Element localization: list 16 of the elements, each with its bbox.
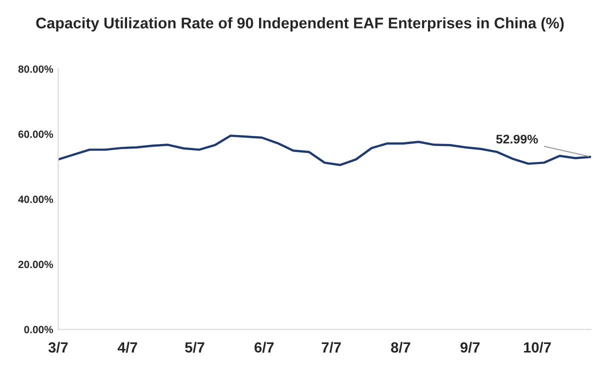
- chart-title: Capacity Utilization Rate of 90 Independent EAF Enterprises in China (%): [36, 17, 564, 32]
- x-tick-label: 6/7: [254, 342, 274, 353]
- y-tick-label: 80.00%: [18, 65, 54, 73]
- x-tick-label: 9/7: [460, 342, 480, 353]
- x-tick-label: 5/7: [185, 342, 204, 353]
- y-tick-label: 20.00%: [18, 260, 54, 268]
- x-tick-label: 3/7: [48, 342, 68, 353]
- x-tick-label: 4/7: [118, 342, 138, 353]
- y-tick-label: 0.00%: [24, 326, 54, 334]
- y-tick-label: 40.00%: [18, 196, 54, 204]
- x-tick-label: 10/7: [524, 342, 551, 353]
- line-series: [58, 134, 591, 166]
- annotation: 52.99%: [496, 134, 538, 144]
- x-tick-label: 8/7: [391, 342, 410, 353]
- y-tick-label: 60.00%: [18, 130, 54, 138]
- x-tick-label: 7/7: [322, 342, 341, 353]
